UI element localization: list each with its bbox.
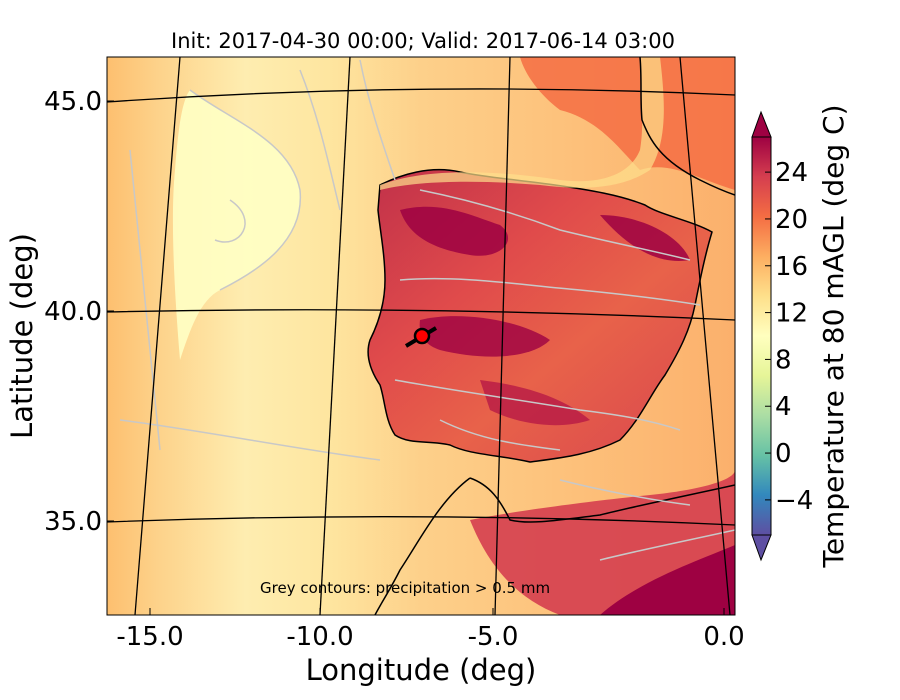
location-marker-icon [413, 327, 431, 345]
colorbar-tick-label: −4 [775, 486, 813, 516]
chart-title: Init: 2017-04-30 00:00; Valid: 2017-06-1… [171, 29, 675, 53]
x-tick-label: -10.0 [286, 622, 353, 652]
colorbar-body [751, 136, 772, 536]
y-tick-label: 40.0 [44, 297, 102, 327]
x-tick-label: -5.0 [468, 622, 519, 652]
colorbar-tick-label: 8 [775, 345, 792, 375]
colorbar-tick-label: 20 [775, 205, 808, 235]
colorbar: 24 20 16 12 8 4 0 −4 Temperature at 80 mAGL (de… [751, 104, 850, 569]
france-coastline [639, 57, 735, 196]
plot-frame [106, 56, 736, 616]
colorbar-tick-label: 4 [775, 392, 792, 422]
precipitation-annotation: Grey contours: precipitation > 0.5 mm [260, 579, 550, 597]
y-axis-label: Latitude (deg) [5, 233, 39, 439]
colorbar-tick-label: 12 [775, 299, 808, 329]
africa-west-coastline [374, 477, 471, 615]
hot-region-africa [600, 545, 735, 615]
colorbar-extend-min [751, 534, 772, 562]
graticule [107, 57, 735, 615]
hot-zone-center [419, 316, 550, 357]
coastal-band-north [380, 57, 664, 190]
y-tick-label: 45.0 [44, 87, 102, 117]
hot-zone-northeast [600, 215, 690, 261]
x-tick-label: 0.0 [703, 622, 744, 652]
precipitation-contours [119, 59, 735, 561]
colorbar-label: Temperature at 80 mAGL (deg C) [817, 104, 850, 568]
x-tick-label: -15.0 [116, 622, 183, 652]
y-tick-label: 35.0 [44, 507, 102, 537]
colorbar-extend-max [751, 110, 772, 138]
colorbar-ticks: 24 20 16 12 8 4 0 −4 [765, 158, 813, 516]
colorbar-tick-label: 16 [775, 252, 808, 282]
colorbar-tick-label: 24 [775, 158, 808, 188]
y-ticks: 45.0 40.0 35.0 [44, 87, 114, 537]
colorbar-tick-label: 0 [775, 439, 792, 469]
x-ticks: -15.0 -10.0 -5.0 0.0 [116, 608, 745, 652]
map-area: Grey contours: precipitation > 0.5 mm [107, 57, 735, 615]
cool-plume [172, 90, 301, 360]
x-axis-label: Longitude (deg) [306, 653, 537, 687]
hot-zone-northwest [400, 206, 509, 256]
